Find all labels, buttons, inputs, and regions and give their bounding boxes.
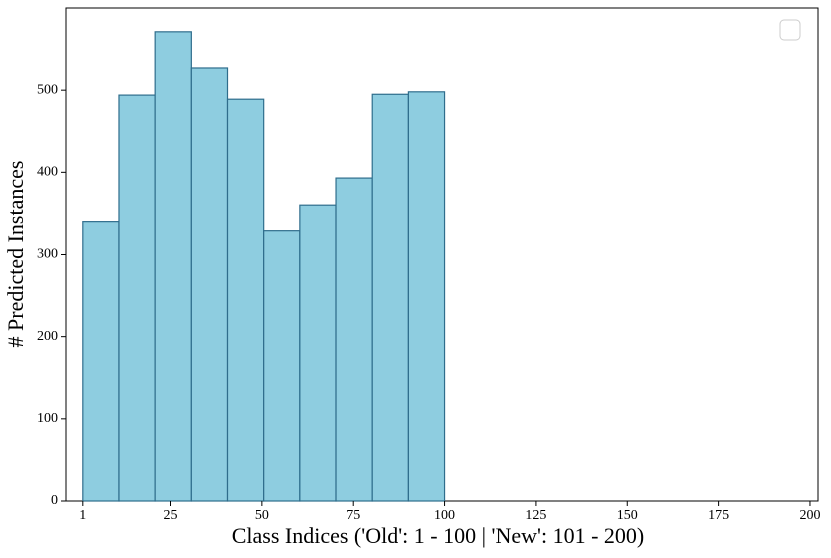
bar: [371, 93, 409, 502]
bar: [190, 67, 229, 502]
bar: [118, 94, 156, 502]
x-tick-label: 100: [434, 508, 455, 523]
y-axis-label: # Predicted Instances: [3, 161, 28, 348]
bar: [82, 221, 120, 502]
bar: [299, 204, 337, 502]
x-tick-label: 125: [525, 508, 546, 523]
legend-box: [779, 19, 801, 41]
x-tick-label: 75: [346, 508, 360, 523]
x-tick-label: 50: [255, 508, 269, 523]
x-axis-label: Class Indices ('Old': 1 - 100 | 'New': 1…: [232, 523, 645, 548]
bar: [335, 177, 373, 502]
bar: [263, 230, 301, 502]
y-tick-label: 0: [51, 493, 58, 508]
y-tick-label: 400: [37, 165, 58, 180]
x-tick-label: 150: [617, 508, 638, 523]
x-tick-label: 175: [708, 508, 729, 523]
x-tick-label: 1: [79, 508, 86, 523]
y-tick-label: 300: [37, 247, 58, 262]
y-tick-label: 200: [37, 329, 58, 344]
bar: [407, 91, 446, 502]
bar: [226, 98, 265, 502]
x-tick-label: 200: [799, 508, 820, 523]
y-tick-label: 100: [37, 411, 58, 426]
bar: [154, 31, 192, 502]
y-tick-label: 500: [37, 82, 58, 97]
x-tick-label: 25: [164, 508, 178, 523]
